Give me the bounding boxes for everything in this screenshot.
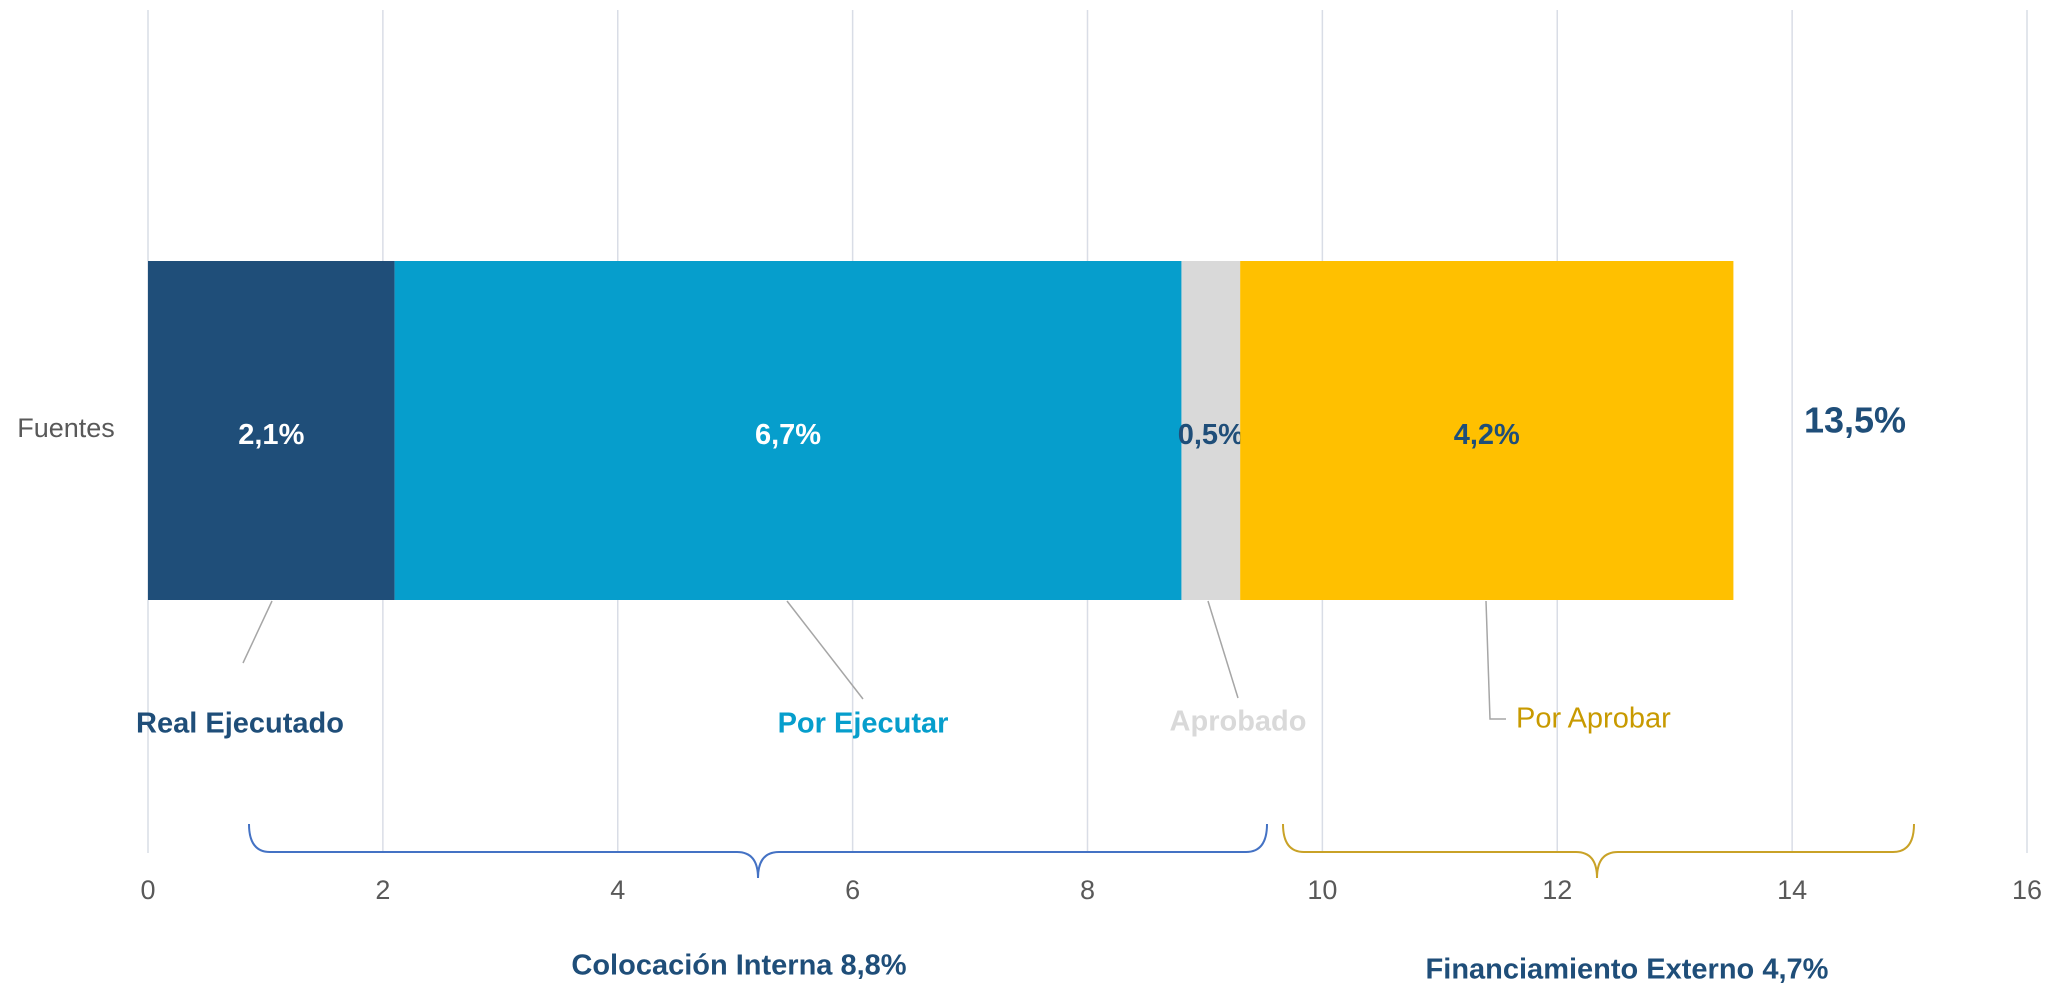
x-tick-label: 6 xyxy=(845,875,860,905)
legend-label: Por Ejecutar xyxy=(778,708,949,740)
x-tick-label: 0 xyxy=(140,875,155,905)
leader-line xyxy=(786,600,864,700)
x-tick-label: 10 xyxy=(1307,875,1337,905)
leader-line xyxy=(1207,600,1239,699)
data-label: 4,2% xyxy=(1454,419,1520,451)
group-label: Financiamiento Externo 4,7% xyxy=(1426,954,1829,984)
y-tick-label: Fuentes xyxy=(17,413,115,443)
x-tick-label: 16 xyxy=(2012,875,2042,905)
leader-line xyxy=(242,600,273,664)
x-tick-label: 2 xyxy=(375,875,390,905)
brace xyxy=(1282,823,1915,879)
bar xyxy=(394,261,1182,600)
group-label: Colocación Interna 8,8% xyxy=(571,950,906,982)
data-label: 6,7% xyxy=(755,419,821,451)
data-label: 2,1% xyxy=(238,419,304,451)
x-tick-label: 4 xyxy=(610,875,625,905)
bar xyxy=(1181,261,1241,600)
legend-label: Real Ejecutado xyxy=(136,708,344,740)
brace xyxy=(248,823,1268,879)
x-tick-label: 12 xyxy=(1542,875,1572,905)
legend-label: Aprobado xyxy=(1170,706,1307,738)
total-label: 13,5% xyxy=(1804,400,1906,441)
x-tick-label: 14 xyxy=(1777,875,1807,905)
x-tick-label: 8 xyxy=(1080,875,1095,905)
leader-line xyxy=(1485,600,1506,720)
data-label: 0,5% xyxy=(1178,419,1244,451)
bar xyxy=(1240,261,1734,600)
legend-label: Por Aprobar xyxy=(1516,703,1671,735)
bar xyxy=(148,261,395,600)
